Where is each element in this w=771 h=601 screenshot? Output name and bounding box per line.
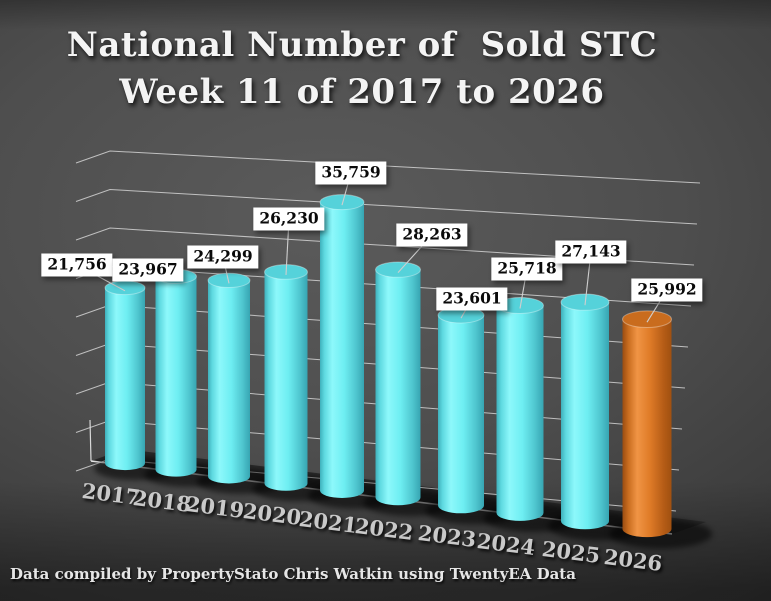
bar-cylinder-2018 (155, 268, 197, 477)
data-label-2018: 23,967 (112, 258, 184, 282)
data-label-2021: 35,759 (315, 161, 387, 185)
data-label-2020: 26,230 (253, 207, 325, 231)
data-label-2017: 21,756 (41, 253, 113, 277)
grid-line (75, 188, 698, 225)
bar-cylinder-2020 (264, 264, 308, 491)
bar-cylinder-2026 (622, 310, 672, 538)
bar-cylinder-2025 (560, 293, 610, 530)
data-label-2019: 24,299 (187, 245, 259, 269)
grid-line (75, 150, 701, 184)
bar-cylinder-2024 (496, 296, 544, 521)
grid-line (75, 227, 695, 266)
data-label-2026: 25,992 (631, 278, 703, 302)
footer-credit: Data compiled by PropertyStato Chris Wat… (10, 565, 576, 583)
bar-cylinder-2019 (207, 272, 251, 484)
data-label-2025: 27,143 (555, 240, 627, 264)
chart-title-line2: Week 11 of 2017 to 2026 (119, 72, 605, 112)
data-label-2022: 28,263 (396, 223, 468, 247)
data-label-2023: 23,601 (436, 287, 508, 311)
axis-edge (89, 419, 92, 462)
bar-cylinder-2017 (104, 280, 146, 471)
chart-title-line1: National Number of Sold STC (66, 25, 658, 65)
bar-cylinder-2021 (319, 194, 365, 499)
bar-cylinder-2022 (375, 261, 421, 506)
data-label-2024: 25,718 (491, 257, 563, 281)
chart-title: National Number of Sold STC Week 11 of 2… (0, 22, 724, 116)
bar-cylinder-2023 (437, 306, 485, 514)
